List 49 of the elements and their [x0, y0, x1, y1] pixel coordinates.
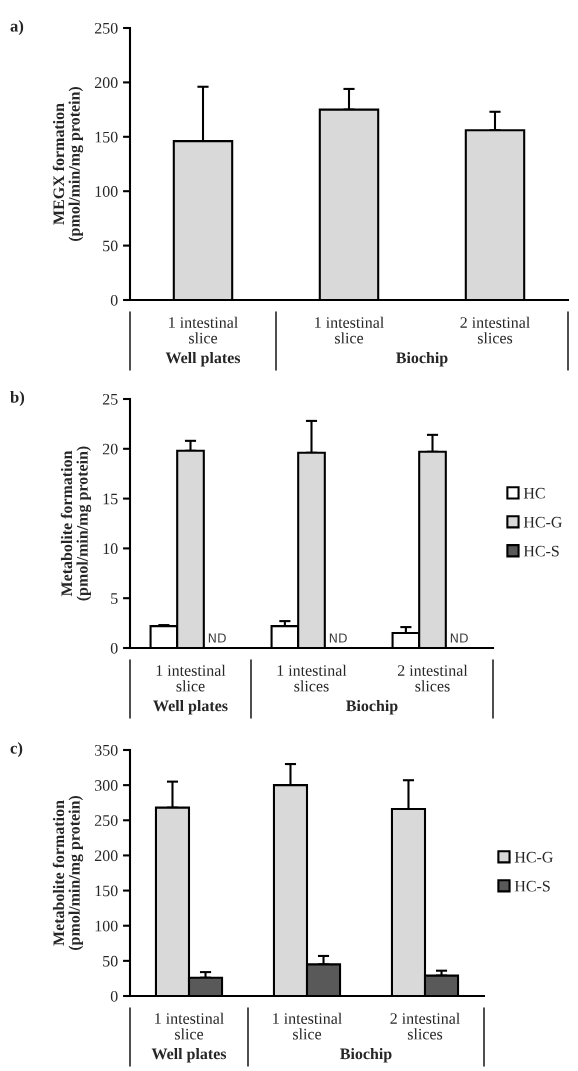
y-axis-title: Metabolite formation (pmol/min/mg protein) [60, 446, 92, 601]
y-tick-label: 0 [110, 990, 118, 1002]
y-tick-label: 150 [95, 131, 118, 143]
y-tick-label: 150 [95, 885, 118, 897]
legend-label: HC-G [523, 516, 562, 528]
chart-title: c) [10, 742, 23, 758]
x-tick-label: 2 intestinal slices [460, 316, 530, 344]
annotation: ND [208, 633, 226, 643]
y-tick-label: 100 [95, 186, 118, 197]
chart-title: b) [10, 391, 25, 407]
text: Well plates [151, 1048, 227, 1063]
legend-label: HC-S [514, 880, 550, 892]
y-tick-label: 10 [103, 543, 118, 555]
y-tick-label: 50 [103, 240, 118, 252]
x-tick-label: 1 intestinal slice [273, 1012, 342, 1040]
y-tick-label: 15 [103, 493, 118, 505]
x-tick-label: 1 intestinal slice [155, 1012, 224, 1040]
y-tick-label: 250 [94, 22, 118, 34]
y-tick-label: 300 [95, 780, 118, 791]
x-tick-label: 2 intestinal slices [397, 664, 468, 692]
y-tick-label: 20 [102, 443, 118, 455]
y-tick-label: 0 [110, 294, 118, 306]
y-axis-title: MEGX formation (pmol/min/mg protein) [52, 86, 84, 242]
legend-label: HC-S [523, 545, 559, 557]
y-tick-label: 200 [94, 77, 118, 89]
annotation: ND [450, 633, 468, 643]
y-tick-label: 250 [94, 815, 118, 826]
y-tick-label: 25 [102, 393, 118, 405]
x-tick-label: 1 intestinal slice [169, 316, 238, 344]
x-tick-label: 2 intestinal slices [390, 1012, 460, 1040]
text: Well plates [165, 352, 241, 367]
y-tick-label: 100 [95, 920, 118, 932]
text: Biochip [396, 352, 448, 367]
y-tick-label: 50 [103, 955, 118, 967]
x-tick-label: 1 intestinal slice [156, 664, 226, 692]
legend-label: HC-G [514, 851, 553, 863]
x-tick-label: 1 intestinal slice [315, 316, 384, 344]
text: Biochip [340, 1048, 392, 1063]
x-tick-label: 1 intestinal slices [277, 664, 347, 692]
text: Biochip [346, 700, 398, 715]
chart-title: a) [10, 20, 24, 36]
y-tick-label: 200 [94, 850, 118, 862]
legend-label: HC [523, 487, 545, 499]
y-tick-label: 350 [95, 744, 118, 756]
y-tick-label: 5 [111, 593, 118, 604]
y-axis-title: Metabolite formation (pmol/min/mg protein) [52, 795, 84, 951]
text: Well plates [153, 700, 228, 715]
y-tick-label: 0 [110, 642, 118, 654]
annotation: ND [329, 633, 347, 643]
